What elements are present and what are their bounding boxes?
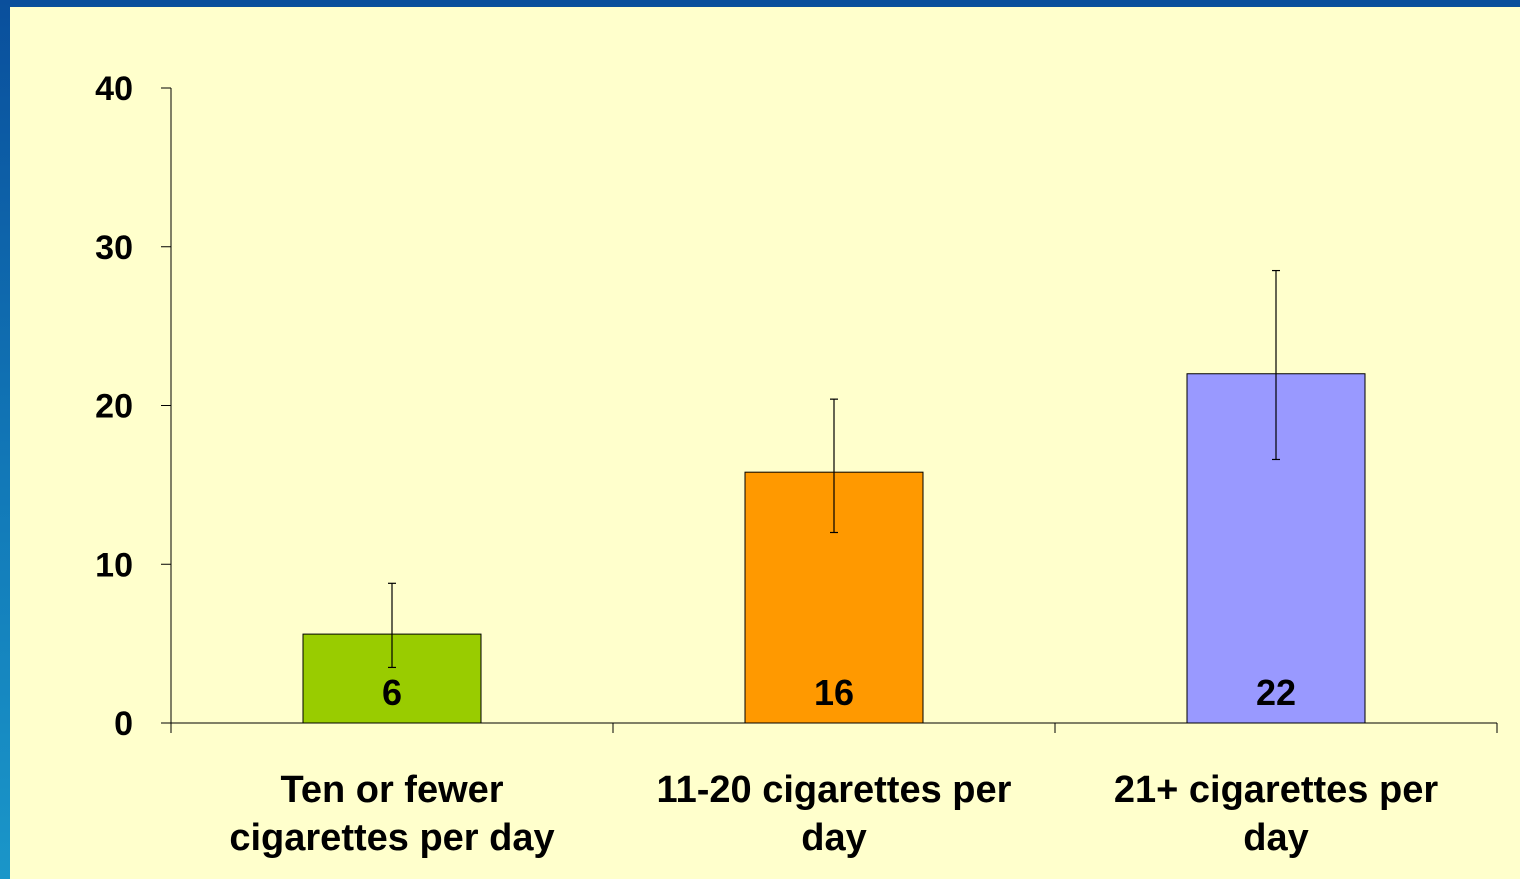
x-category-label: day (801, 817, 866, 859)
y-tick-label: 0 (114, 705, 133, 743)
data-label: 6 (382, 672, 402, 713)
y-tick-label: 20 (95, 388, 133, 426)
y-tick-label: 40 (95, 70, 133, 108)
chart-panel: 0 10 20 30 40 6 Ten or fewer cigarettes per day… (10, 7, 1520, 879)
data-label: 22 (1256, 672, 1296, 713)
x-category-label: 21+ cigarettes per (1114, 769, 1438, 811)
y-tick-label: 10 (95, 546, 133, 584)
data-label: 16 (814, 672, 854, 713)
x-category-label: 11-20 cigarettes per (657, 769, 1012, 811)
x-category-label: cigarettes per day (229, 817, 554, 859)
chart-bars (303, 271, 1365, 723)
x-category-label: day (1243, 817, 1308, 859)
y-tick-label: 30 (95, 229, 133, 267)
x-category-label: Ten or fewer (280, 769, 503, 811)
bar-chart: 0 10 20 30 40 6 Ten or fewer cigarettes per day… (10, 7, 1520, 879)
